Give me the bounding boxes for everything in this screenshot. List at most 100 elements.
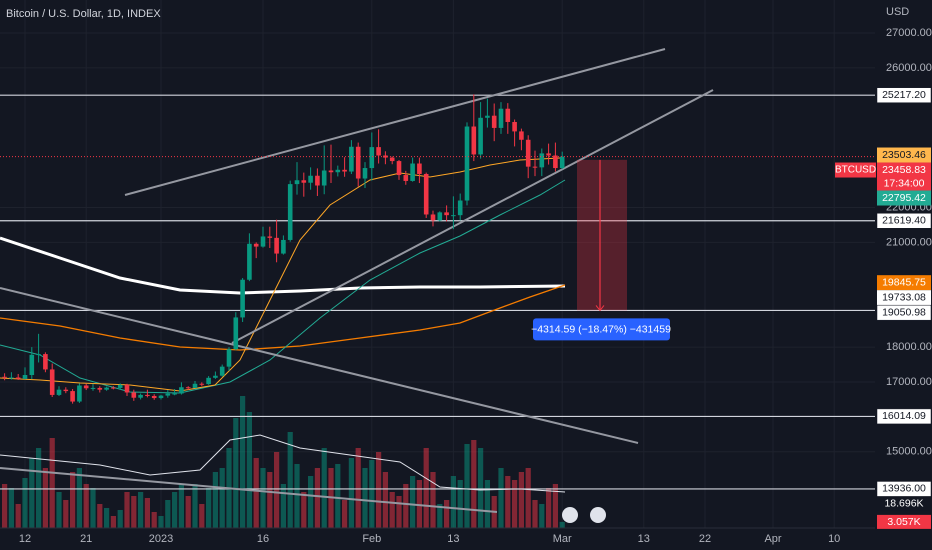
candle-body: [376, 147, 381, 156]
ma-100: [0, 284, 566, 351]
volume-bar: [342, 500, 348, 528]
measure-arrow-head: [595, 305, 605, 312]
volume-bar: [321, 448, 327, 528]
candle-body: [464, 126, 470, 201]
candle-body: [97, 387, 103, 390]
volume-bar: [172, 492, 178, 528]
candle-body: [43, 354, 48, 370]
measure-label-bg: [533, 318, 670, 341]
candle-body: [539, 153, 545, 168]
candle-body: [430, 214, 436, 221]
x-tick-label: 22: [699, 533, 711, 545]
candle-body: [491, 115, 497, 128]
volume-bar: [355, 448, 361, 528]
candle-body: [403, 175, 409, 181]
candles: [2, 94, 565, 404]
volume-bar: [260, 468, 266, 528]
candle-body: [165, 393, 171, 396]
x-tick-label: 2023: [149, 533, 173, 545]
volume-bar: [90, 488, 96, 528]
y-tick-label: 26000.00: [886, 62, 932, 74]
price-badge-label: 16014.09: [882, 410, 926, 422]
volume-bar: [233, 418, 239, 528]
volume-bar: [49, 438, 55, 528]
volume-bar: [70, 472, 76, 528]
price-badge-label: 25217.20: [882, 89, 926, 101]
candle-body: [117, 384, 123, 388]
candle-body: [519, 131, 524, 140]
volume-bar: [314, 468, 320, 528]
x-tick-label: Mar: [553, 533, 572, 545]
candle-body: [233, 317, 239, 350]
candle-body: [410, 163, 415, 181]
x-tick-label: 13: [638, 533, 650, 545]
volume-bar: [15, 504, 21, 528]
candle-body: [362, 168, 368, 179]
price-badge-label: 19050.98: [882, 306, 926, 318]
axis-layer: 27000.0026000.0022000.0021000.0018000.00…: [19, 27, 932, 545]
ma-200: [0, 236, 566, 295]
volume-bar: [498, 468, 504, 528]
volume-bar: [525, 468, 531, 528]
volume-bar: [294, 464, 300, 528]
volume-bar: [138, 492, 144, 528]
candle-body: [77, 385, 82, 402]
candle-body: [396, 161, 402, 176]
price-badge: [876, 304, 932, 321]
volume-bar: [348, 458, 354, 528]
volume-bar: [192, 484, 198, 528]
countdown: 17:34:00: [884, 177, 925, 189]
candle-body: [321, 170, 327, 186]
candle-body: [532, 166, 538, 168]
candle-body: [512, 121, 517, 132]
price-badge: [877, 147, 931, 163]
candle-body: [315, 175, 320, 186]
candle-body: [104, 387, 109, 390]
volume-bar: [178, 484, 184, 528]
volume-bar: [219, 468, 225, 528]
candle-body: [471, 126, 477, 155]
candle-body: [192, 383, 198, 388]
measure-label: −4314.59 (−18.47%) −431459: [531, 324, 671, 336]
currency: USD: [886, 6, 909, 18]
candle-body: [328, 170, 334, 173]
volume-bar: [83, 484, 89, 528]
price-badge: [877, 514, 931, 529]
volume-bar: [36, 448, 42, 528]
candle-body: [247, 243, 252, 280]
volume-bar: [131, 496, 137, 528]
levels: [0, 94, 875, 490]
volume-bar: [335, 464, 341, 528]
volume-bar: [410, 476, 416, 528]
volume-bar: [22, 478, 28, 528]
candle-body: [451, 215, 456, 217]
candle-body: [15, 377, 21, 379]
candle-body: [423, 173, 429, 215]
candle-body: [355, 146, 361, 179]
volume-bar: [29, 458, 35, 528]
candle-body: [349, 146, 354, 172]
candle-body: [260, 236, 266, 247]
volume-bar: [151, 512, 157, 528]
volume-bar: [308, 476, 314, 528]
volume-bar: [110, 516, 116, 528]
event-icon[interactable]: [590, 507, 606, 523]
measure-box: [577, 159, 627, 311]
candle-body: [478, 117, 483, 155]
symbol-label: BTCUSD: [835, 165, 876, 176]
candle-body: [417, 163, 422, 174]
candle-body: [29, 354, 35, 376]
candle-body: [525, 139, 531, 167]
event-icon[interactable]: [562, 507, 578, 523]
volume-bar: [464, 444, 470, 528]
price-badge: [877, 275, 931, 291]
volume-bar: [206, 488, 212, 528]
candle-body: [437, 212, 443, 221]
volume-bar: [376, 452, 382, 528]
price-axis: [875, 0, 932, 550]
candle-body: [369, 147, 375, 169]
volume-bar: [63, 500, 69, 528]
candle-body: [505, 108, 511, 122]
y-tick-label: 15000.00: [886, 446, 932, 458]
